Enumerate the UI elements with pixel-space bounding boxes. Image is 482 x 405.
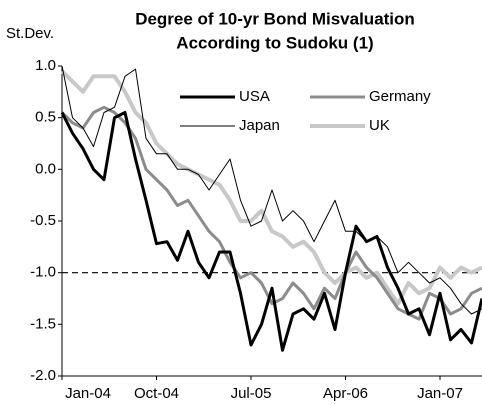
y-tick-label: -1.5: [30, 315, 56, 332]
chart-title: Degree of 10-yr Bond Misvaluation: [135, 9, 415, 28]
y-axis-label: St.Dev.: [6, 25, 54, 42]
legend-label: UK: [369, 117, 390, 134]
legend-label: USA: [239, 88, 270, 105]
series-line: [60, 111, 482, 352]
series-line: [61, 65, 482, 315]
y-tick-label: 0.0: [35, 160, 56, 177]
legend-label: Germany: [369, 88, 431, 105]
y-tick-label: -0.5: [30, 212, 56, 229]
legend-label: Japan: [239, 117, 280, 134]
y-tick-label: -2.0: [30, 367, 56, 384]
y-tick-label: 0.5: [35, 109, 56, 126]
y-tick-label: 1.0: [35, 57, 56, 74]
chart-title: According to Sudoku (1): [176, 33, 373, 52]
x-tick-label: Jan-07: [417, 385, 463, 402]
series-line: [60, 69, 482, 306]
x-tick-label: Oct-04: [134, 385, 179, 402]
x-tick-label: Apr-06: [323, 385, 368, 402]
series-line: [60, 105, 482, 321]
y-tick-label: -1.0: [30, 264, 56, 281]
x-tick-label: Jul-05: [231, 385, 272, 402]
x-tick-label: Jan-04: [65, 385, 111, 402]
